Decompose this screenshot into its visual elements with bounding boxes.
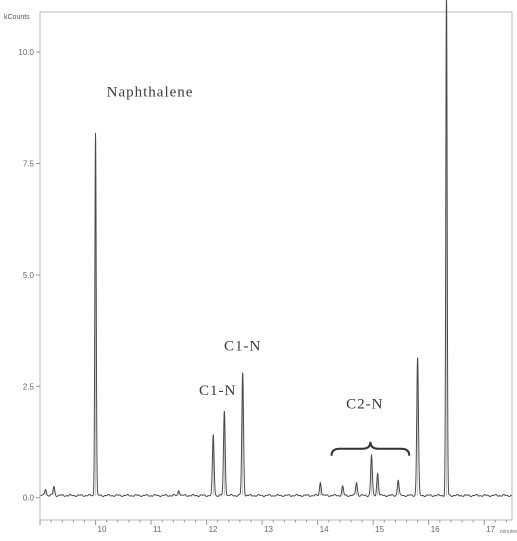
x-unit-label: minutes — [500, 529, 517, 535]
y-tick-label: 7.5 — [23, 160, 35, 169]
plot-frame — [39, 11, 513, 521]
y-tick-label: 2.5 — [23, 382, 35, 391]
y-unit-label: kCounts — [4, 14, 30, 21]
x-tick-label: 13 — [264, 525, 273, 534]
y-tick-label: 5.0 — [23, 271, 35, 280]
x-tick-label: 11 — [153, 525, 162, 534]
x-tick-label: 12 — [209, 525, 218, 534]
x-tick-label: 14 — [320, 525, 329, 534]
peak-label: C2-N — [346, 397, 383, 413]
y-tick-label: 10.0 — [18, 48, 34, 57]
c2-brace — [330, 441, 411, 456]
x-tick-label: 16 — [431, 525, 440, 534]
signal-trace — [40, 0, 512, 498]
peak-label: Naphthalene — [107, 85, 194, 101]
peak-label: C1-N — [199, 383, 236, 399]
y-tick-label: 0.0 — [23, 494, 35, 503]
x-tick-label: 17 — [486, 525, 495, 534]
x-tick-label: 10 — [98, 525, 107, 534]
x-tick-label: 15 — [375, 525, 384, 534]
peak-label: C1-N — [224, 339, 261, 355]
